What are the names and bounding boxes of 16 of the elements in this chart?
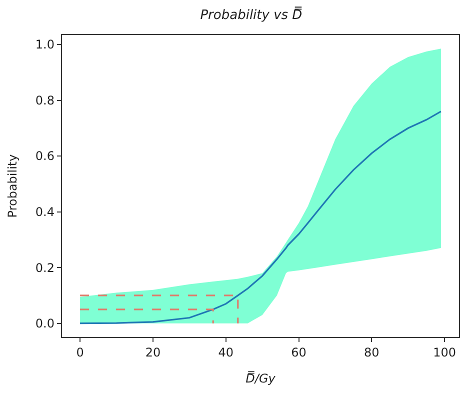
y-tick-label: 0.8 <box>35 93 54 108</box>
y-tick-label: 0.6 <box>35 149 54 164</box>
x-tick-label: 100 <box>433 346 456 360</box>
chart-title: Probability vs D̿ <box>200 6 303 23</box>
y-tick-label: 0.2 <box>35 260 54 275</box>
y-tick-label: 0.4 <box>35 204 54 219</box>
y-tick-label: 0.0 <box>35 316 54 331</box>
y-axis-title: Probability <box>6 154 20 218</box>
x-axis-title: D̿/Gy <box>246 370 276 386</box>
x-tick-label: 60 <box>291 346 306 360</box>
x-tick-label: 0 <box>76 346 84 360</box>
x-tick-label: 80 <box>364 346 380 360</box>
line-series <box>79 110 442 324</box>
y-tick-label: 1.0 <box>35 38 54 52</box>
x-tick-label: 40 <box>218 346 234 360</box>
x-tick-label: 20 <box>145 346 161 360</box>
